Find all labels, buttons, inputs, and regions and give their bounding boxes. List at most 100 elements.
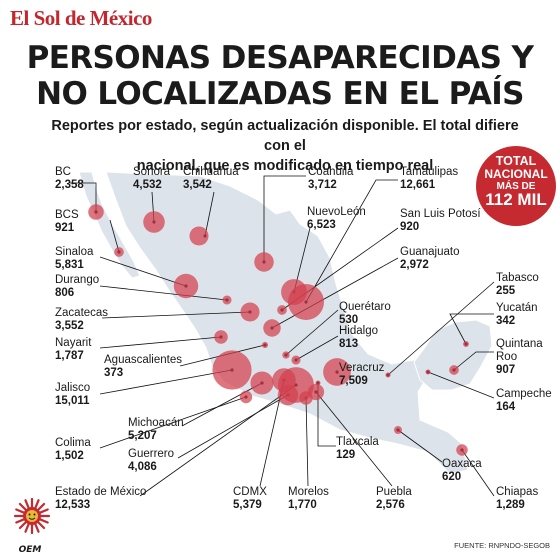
leader-line-13	[285, 309, 339, 356]
mainland-shape	[105, 171, 469, 475]
yucatan-shape	[413, 319, 493, 391]
state-bubble-28	[272, 368, 296, 392]
state-label-sinaloa: Sinaloa 5,831	[55, 246, 94, 271]
state-bubble-11	[385, 372, 391, 378]
state-bubble-7	[277, 305, 287, 315]
state-label-bc: BC 2,358	[55, 166, 84, 191]
state-bubble-14	[463, 341, 469, 347]
state-bubble-22	[250, 371, 274, 395]
oem-sun-logo-icon	[13, 497, 51, 535]
state-label-oaxaca: Oaxaca 620	[442, 458, 482, 483]
sun-ray-5	[24, 523, 30, 533]
state-bubble-13	[282, 351, 290, 359]
leader-line-15	[99, 336, 222, 349]
state-label-hidalgo: Hidalgo 813	[339, 325, 378, 350]
state-bubble-10	[222, 295, 232, 305]
sun-ray-14	[37, 502, 46, 511]
leader-line-30	[315, 391, 393, 487]
sun-ray-6	[18, 521, 27, 530]
leader-line-9	[271, 257, 399, 329]
page-title-line-2: NO LOCALIZADAS EN EL PAÍS	[36, 76, 524, 112]
badge-line-3: MÁS DE	[496, 181, 536, 192]
leader-line-20	[427, 371, 495, 399]
state-bubble-5	[114, 247, 124, 257]
subtitle: Reportes por estado, según actualización…	[40, 116, 530, 176]
state-label-tamaulipas: Tamaulipas 12,661	[400, 166, 459, 191]
state-bubble-19	[323, 358, 351, 386]
leader-line-2	[204, 191, 215, 237]
state-bubble-1	[143, 211, 165, 233]
leader-line-0	[70, 182, 97, 212]
state-label-veracruz: Veracruz 7,509	[339, 362, 385, 387]
state-label-queretaro: Querétaro 530	[339, 301, 391, 326]
sun-ray-9	[15, 508, 25, 514]
brand-logo: El Sol de México	[10, 6, 152, 30]
state-bubble-17	[449, 365, 459, 375]
state-label-cdmx: CDMX 5,379	[233, 486, 267, 511]
state-bubble-31	[456, 444, 468, 456]
leader-line-26	[397, 429, 443, 463]
oem-brand-text: OEM	[18, 545, 42, 555]
subtitle-line-2: nacional, que es modificado en tiempo re…	[136, 158, 434, 174]
state-bubble-6	[281, 279, 307, 305]
leader-line-21	[99, 369, 233, 395]
leader-line-16	[295, 335, 339, 361]
leader-line-17	[453, 351, 494, 371]
state-label-zacatecas: Zacatecas 3,552	[55, 307, 109, 332]
leader-line-22	[181, 382, 263, 427]
state-label-puebla: Puebla 2,576	[376, 486, 412, 511]
leader-line-14	[449, 313, 494, 345]
leader-line-27	[139, 384, 297, 497]
state-label-nayarit: Nayarit 1,787	[55, 337, 92, 362]
badge-line-1: TOTAL	[495, 154, 537, 168]
sun-ray-15	[39, 508, 49, 514]
state-label-tabasco: Tabasco 255	[496, 272, 539, 297]
state-label-estado-de-mexico: Estado de México 12,533	[55, 486, 147, 511]
sun-ray-7	[15, 518, 25, 524]
leader-line-10	[99, 285, 228, 301]
state-bubble-8	[173, 273, 199, 299]
sun-ray-2	[37, 521, 46, 530]
state-bubble-16	[291, 355, 301, 365]
state-bubble-9	[263, 319, 281, 337]
leader-line-25	[317, 383, 336, 447]
state-label-sonora: Sonora 4,532	[133, 166, 171, 191]
state-bubble-18	[261, 341, 269, 349]
state-label-coahuila: Coahuila 3,712	[308, 166, 354, 191]
sun-ray-13	[34, 499, 40, 509]
leader-line-24	[99, 396, 247, 449]
leader-line-29	[305, 397, 309, 487]
sun-ray-1	[39, 518, 49, 524]
leader-line-11	[387, 281, 495, 376]
state-label-jalisco: Jalisco 15,011	[55, 382, 91, 407]
state-label-chiapas: Chiapas 1,289	[496, 486, 539, 511]
state-label-aguascalientes: Aguascalientes 373	[104, 354, 182, 379]
sun-ray-3	[34, 523, 40, 533]
total-national-badge: TOTAL NACIONAL MÁS DE 112 MIL	[476, 146, 556, 226]
state-label-campeche: Campeche 164	[496, 388, 552, 413]
subtitle-line-1: Reportes por estado, según actualización…	[51, 118, 519, 154]
leader-line-5	[109, 219, 120, 253]
state-label-yucatan: Yucatán 342	[496, 302, 538, 327]
baja-peninsula-shape	[78, 171, 141, 279]
state-label-guanajuato: Guanajuato 2,972	[400, 246, 460, 271]
state-label-nuevo-leon: NuevoLeón 6,523	[307, 206, 366, 231]
leader-line-4	[305, 179, 398, 303]
source-note: FUENTE: RNPNDO-SEGOB	[454, 541, 550, 550]
leader-line-8	[99, 256, 187, 287]
page-title-line-1: PERSONAS DESAPARECIDAS Y	[26, 40, 534, 76]
state-label-bcs: BCS 921	[55, 209, 79, 234]
badge-line-2: NACIONAL	[484, 167, 548, 181]
state-label-guerrero: Guerrero 4,086	[128, 448, 175, 473]
state-label-colima: Colima 1,502	[55, 437, 91, 462]
state-bubble-24	[239, 390, 253, 404]
sun-ray-10	[18, 502, 27, 511]
state-label-san-luis-potosi: San Luis Potosí 920	[400, 208, 481, 233]
state-label-chihuahua: Chihuahua 3,542	[183, 166, 239, 191]
state-bubble-2	[189, 226, 209, 246]
state-bubble-3	[254, 252, 274, 272]
state-label-durango: Durango 806	[55, 274, 100, 299]
leader-line-23	[177, 394, 289, 459]
state-bubble-30	[307, 383, 325, 401]
